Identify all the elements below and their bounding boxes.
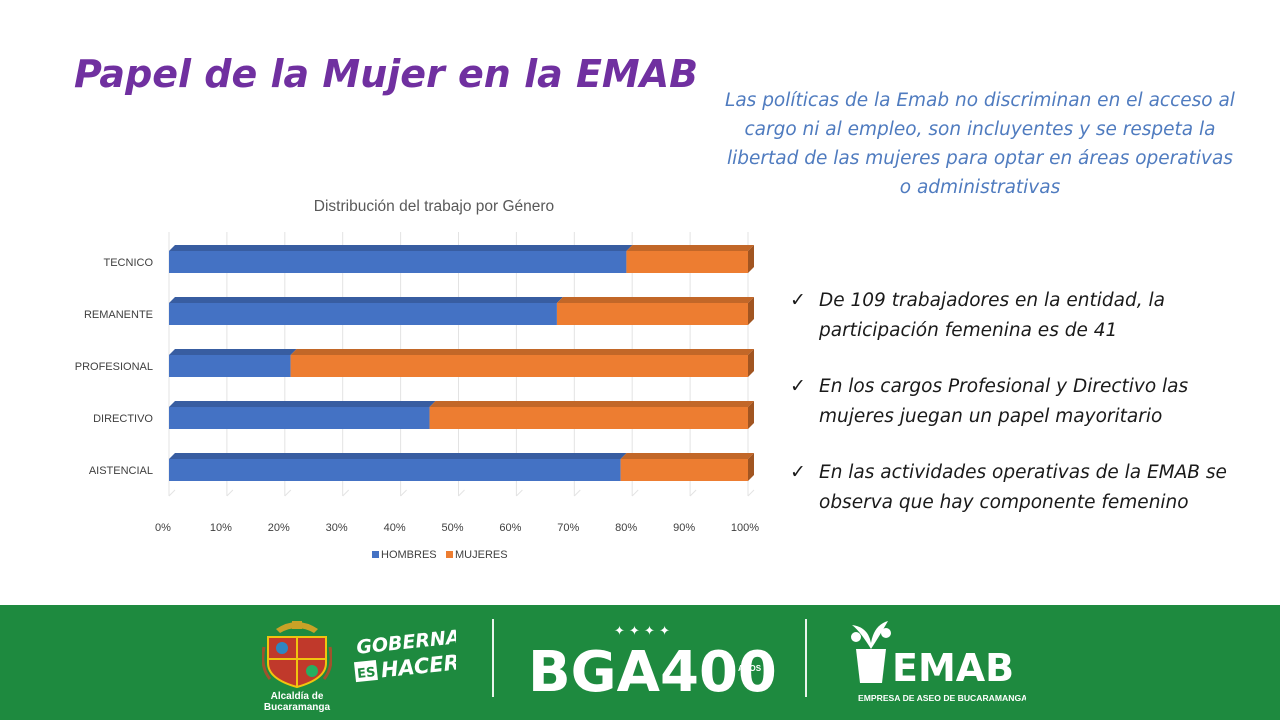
bar-side-mujeres <box>748 453 754 481</box>
x-tick-label: 10% <box>210 522 232 534</box>
bullet-item: ✓ De 109 trabajadores en la entidad, la … <box>788 286 1248 345</box>
gridline <box>400 489 407 497</box>
bullet-list: ✓ De 109 trabajadores en la entidad, la … <box>788 286 1248 544</box>
legend-label: MUJERES <box>455 549 508 561</box>
bar-top-hombres <box>169 401 436 407</box>
plant-icon <box>851 621 891 683</box>
gridline <box>631 489 639 497</box>
bar-top-hombres <box>169 453 627 459</box>
category-label: AISTENCIAL <box>89 465 153 477</box>
bar-top-mujeres <box>626 245 754 251</box>
footer-divider <box>492 619 494 697</box>
gridline <box>573 489 581 497</box>
bar-top-mujeres <box>556 297 754 303</box>
bar-mujeres-profesional <box>290 355 748 377</box>
anniversary-logo-text: BGA400 <box>528 640 776 701</box>
bullet-item: ✓ En las actividades operativas de la EM… <box>788 458 1248 517</box>
bar-side-mujeres <box>748 349 754 377</box>
bar-mujeres-tecnico <box>626 251 748 273</box>
bullet-item: ✓ En los cargos Profesional y Directivo … <box>788 372 1248 431</box>
gridline <box>458 489 465 497</box>
bar-hombres-tecnico <box>169 251 627 273</box>
category-label: DIRECTIVO <box>93 413 153 425</box>
bga400-logo: ✦ ✦ ✦ ✦ BGA400 AÑOS <box>528 624 776 701</box>
bullet-text: De 109 trabajadores en la entidad, la pa… <box>819 290 1165 341</box>
crest-logo: Alcaldía de Bucaramanga <box>262 621 332 713</box>
check-icon: ✓ <box>790 289 806 311</box>
gridline <box>516 489 523 497</box>
category-label: TECNICO <box>104 257 154 269</box>
anniversary-suffix: AÑOS <box>738 664 762 673</box>
bar-mujeres-directivo <box>429 407 748 429</box>
x-tick-label: 90% <box>673 522 695 534</box>
category-label: REMANENTE <box>84 309 153 321</box>
legend-swatch <box>446 551 453 558</box>
bar-side-mujeres <box>748 245 754 273</box>
x-tick-label: 30% <box>326 522 348 534</box>
bar-side-mujeres <box>748 401 754 429</box>
x-tick-label: 100% <box>731 522 759 534</box>
category-label: PROFESIONAL <box>75 361 153 373</box>
gridline <box>689 489 697 497</box>
x-tick-label: 40% <box>384 522 406 534</box>
bar-top-mujeres <box>290 349 754 355</box>
legend-swatch <box>372 551 379 558</box>
gridline <box>284 489 292 497</box>
bar-top-mujeres <box>429 401 754 407</box>
bar-top-hombres <box>169 245 633 251</box>
bar-hombres-aistencial <box>169 459 621 481</box>
crest-caption-line1: Alcaldía de <box>271 691 324 702</box>
x-tick-label: 80% <box>615 522 637 534</box>
chart-container: Distribución del trabajo por Género TECN… <box>40 180 780 580</box>
crest-caption-line2: Bucaramanga <box>264 702 331 713</box>
x-tick-label: 0% <box>155 522 171 534</box>
bar-top-mujeres <box>620 453 754 459</box>
slogan-logo: GOBERNAR ES HACER <box>353 627 456 682</box>
bar-hombres-profesional <box>169 355 291 377</box>
star-icon: ✦ ✦ ✦ ✦ <box>614 624 670 639</box>
footer-banner: Alcaldía de Bucaramanga GOBERNAR ES HACE… <box>0 605 1280 720</box>
chart-title: Distribución del trabajo por Género <box>314 198 554 215</box>
x-tick-label: 50% <box>441 522 463 534</box>
x-tick-label: 70% <box>557 522 579 534</box>
bar-hombres-remanente <box>169 303 557 325</box>
gridline <box>168 489 176 497</box>
check-icon: ✓ <box>790 461 806 483</box>
bar-top-hombres <box>169 297 563 303</box>
bar-mujeres-remanente <box>556 303 748 325</box>
slogan-es: ES <box>356 665 376 682</box>
check-icon: ✓ <box>790 375 806 397</box>
intro-text: Las políticas de la Emab no discriminan … <box>725 90 1235 198</box>
bar-side-mujeres <box>748 297 754 325</box>
slide-title: Papel de la Mujer en la EMAB <box>74 52 699 96</box>
bar-mujeres-aistencial <box>620 459 748 481</box>
gridline <box>226 489 234 497</box>
legend-label: HOMBRES <box>381 549 437 561</box>
gridline <box>747 489 755 497</box>
bullet-text: En los cargos Profesional y Directivo la… <box>819 376 1189 427</box>
x-tick-label: 20% <box>268 522 290 534</box>
footer-divider <box>805 619 807 697</box>
bar-hombres-directivo <box>169 407 430 429</box>
company-logo-text: EMAB <box>892 646 1014 690</box>
x-tick-label: 60% <box>499 522 521 534</box>
bar-chart: Distribución del trabajo por Género TECN… <box>75 198 760 561</box>
bar-top-hombres <box>169 349 297 355</box>
gridline <box>342 489 350 497</box>
bullet-text: En las actividades operativas de la EMAB… <box>819 462 1227 513</box>
emab-logo: EMAB EMPRESA DE ASEO DE BUCARAMANGA <box>851 621 1026 703</box>
company-tagline: EMPRESA DE ASEO DE BUCARAMANGA <box>858 693 1026 703</box>
